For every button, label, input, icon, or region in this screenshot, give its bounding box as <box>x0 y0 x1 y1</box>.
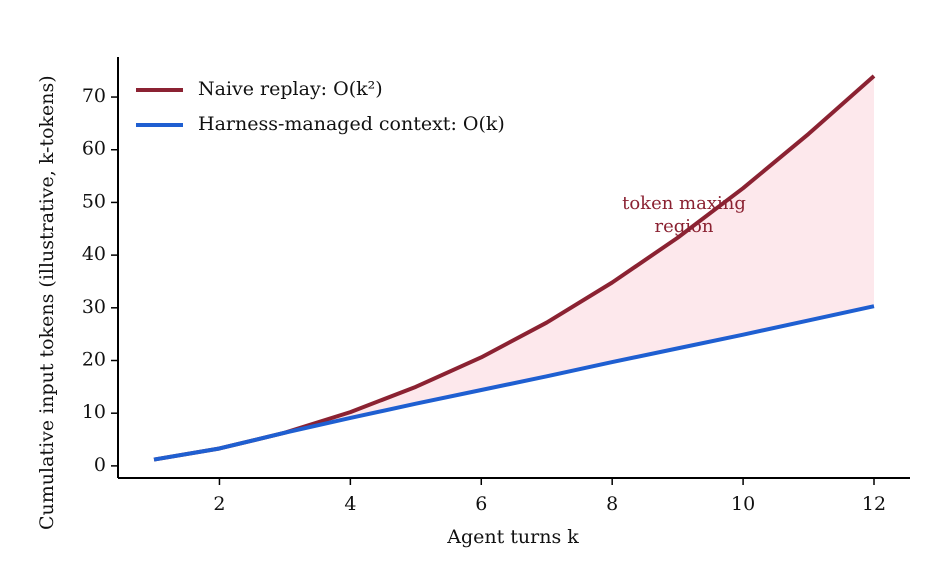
x-axis-label: Agent turns k <box>446 526 579 548</box>
annotation: token maxing <box>622 193 746 214</box>
y-tick-label: 30 <box>82 296 106 318</box>
y-tick-label: 0 <box>94 454 106 476</box>
x-tick-label: 12 <box>862 493 886 515</box>
x-tick-label: 2 <box>213 493 225 515</box>
series-line <box>153 304 875 462</box>
y-tick-label: 70 <box>82 85 106 107</box>
legend-label: Naive replay: O(k²) <box>198 78 383 100</box>
y-tick-label: 10 <box>82 401 106 423</box>
annotation: region <box>655 216 714 237</box>
x-tick-label: 10 <box>731 493 755 515</box>
y-axis-label: Cumulative input tokens (illustrative, k… <box>36 75 58 530</box>
y-tick-label: 50 <box>82 190 106 212</box>
y-tick-label: 20 <box>82 348 106 370</box>
x-tick-label: 6 <box>475 493 487 515</box>
legend-label: Harness-managed context: O(k) <box>198 113 505 135</box>
x-tick-label: 4 <box>344 493 356 515</box>
y-tick-label: 40 <box>82 243 106 265</box>
x-tick-label: 8 <box>606 493 618 515</box>
y-tick-label: 60 <box>82 138 106 160</box>
